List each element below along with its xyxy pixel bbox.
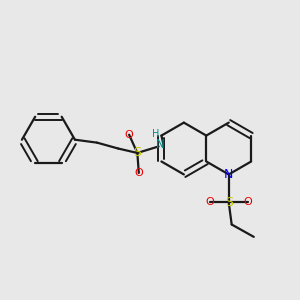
Text: O: O [125,130,134,140]
Text: O: O [205,197,214,207]
Text: S: S [133,146,141,159]
Text: H: H [152,129,160,139]
Text: S: S [225,196,233,209]
Text: N: N [224,168,233,181]
Text: O: O [134,168,143,178]
Text: O: O [244,197,252,207]
Text: N: N [156,138,164,151]
